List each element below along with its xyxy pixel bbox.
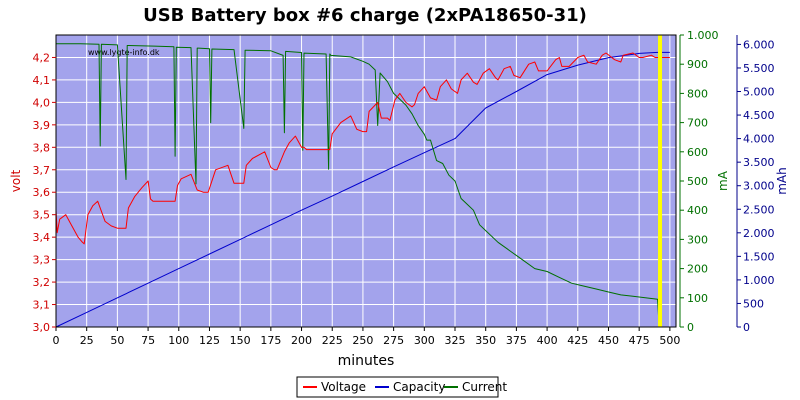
volt-tick-label: 3,5 — [33, 209, 51, 222]
x-tick-label: 350 — [475, 334, 496, 347]
ma-tick-label: 400 — [687, 204, 708, 217]
x-tick-label: 50 — [110, 334, 124, 347]
series-voltage-line — [55, 52, 670, 245]
volt-tick-label: 3,1 — [33, 299, 51, 312]
ma-axis-label: mA — [716, 170, 730, 191]
mah-tick-label: 4.000 — [743, 133, 775, 146]
ma-tick-label: 200 — [687, 263, 708, 276]
axes: 0 25 50 75 100 125 150 175 200 225 250 275 300 325 350… — [9, 29, 789, 347]
series-capacity-line — [55, 51, 670, 328]
volt-tick-label: 4,0 — [33, 96, 51, 109]
x-axis-label: minutes — [338, 353, 395, 369]
x-tick-label: 500 — [659, 334, 680, 347]
mah-axis-label: mAh — [775, 167, 789, 195]
x-tick-label: 300 — [414, 334, 435, 347]
x-tick-label: 25 — [80, 334, 94, 347]
x-tick-label: 475 — [629, 334, 650, 347]
ma-tick-label: 600 — [687, 146, 708, 159]
volt-tick-label: 3,6 — [33, 186, 51, 199]
x-tick-label: 0 — [53, 334, 60, 347]
ma-tick-label: 0 — [687, 321, 694, 334]
volt-axis-label: volt — [9, 169, 23, 192]
x-tick-label: 275 — [383, 334, 404, 347]
mah-tick-label: 1.500 — [743, 250, 775, 263]
legend-item-voltage: Voltage — [321, 380, 366, 394]
volt-tick-label: 3,4 — [33, 231, 51, 244]
x-tick-label: 450 — [598, 334, 619, 347]
legend-item-current: Current — [462, 380, 507, 394]
mah-tick-label: 3.000 — [743, 180, 775, 193]
legend: Voltage Capacity Current — [296, 376, 507, 398]
x-tick-label: 175 — [260, 334, 281, 347]
series-layer — [55, 35, 670, 328]
series-current-line — [56, 43, 661, 328]
x-tick-label: 125 — [199, 334, 220, 347]
volt-tick-label: 3,3 — [33, 254, 51, 267]
legend-box — [296, 376, 499, 398]
plot-frame — [55, 34, 677, 328]
ma-tick-label: 1.000 — [687, 29, 719, 42]
watermark: www.lygte-info.dk — [88, 48, 160, 57]
volt-tick-label: 3,9 — [33, 119, 51, 132]
ma-tick-label: 100 — [687, 292, 708, 305]
mah-tick-label: 2.000 — [743, 227, 775, 240]
mah-tick-label: 500 — [743, 297, 764, 310]
mah-tick-label: 2.500 — [743, 203, 775, 216]
x-tick-label: 325 — [445, 334, 466, 347]
ma-tick-label: 900 — [687, 58, 708, 71]
x-tick-label: 425 — [567, 334, 588, 347]
ma-tick-label: 500 — [687, 175, 708, 188]
volt-tick-label: 3,2 — [33, 276, 51, 289]
x-tick-label: 250 — [352, 334, 373, 347]
legend-item-capacity: Capacity — [393, 380, 445, 394]
volt-tick-label: 4,2 — [33, 51, 51, 64]
chart-title: USB Battery box #6 charge (2xPA18650-31) — [143, 5, 587, 26]
volt-tick-label: 3,8 — [33, 141, 51, 154]
x-tick-label: 400 — [537, 334, 558, 347]
ma-tick-label: 300 — [687, 233, 708, 246]
mah-tick-label: 5.500 — [743, 62, 775, 75]
x-tick-label: 200 — [291, 334, 312, 347]
mah-tick-label: 3.500 — [743, 156, 775, 169]
mah-tick-label: 4.500 — [743, 109, 775, 122]
volt-tick-label: 3,0 — [33, 321, 51, 334]
volt-tick-label: 3,7 — [33, 164, 51, 177]
x-tick-label: 75 — [141, 334, 155, 347]
mah-tick-label: 0 — [743, 321, 750, 334]
mah-tick-label: 6.000 — [743, 38, 775, 51]
x-tick-label: 225 — [322, 334, 343, 347]
x-tick-label: 375 — [506, 334, 527, 347]
mah-tick-label: 5.000 — [743, 86, 775, 99]
x-tick-label: 150 — [230, 334, 251, 347]
ma-tick-label: 700 — [687, 117, 708, 130]
mah-tick-label: 1.000 — [743, 274, 775, 287]
ma-tick-label: 800 — [687, 87, 708, 100]
volt-tick-label: 4,1 — [33, 74, 51, 87]
x-tick-label: 100 — [168, 334, 189, 347]
